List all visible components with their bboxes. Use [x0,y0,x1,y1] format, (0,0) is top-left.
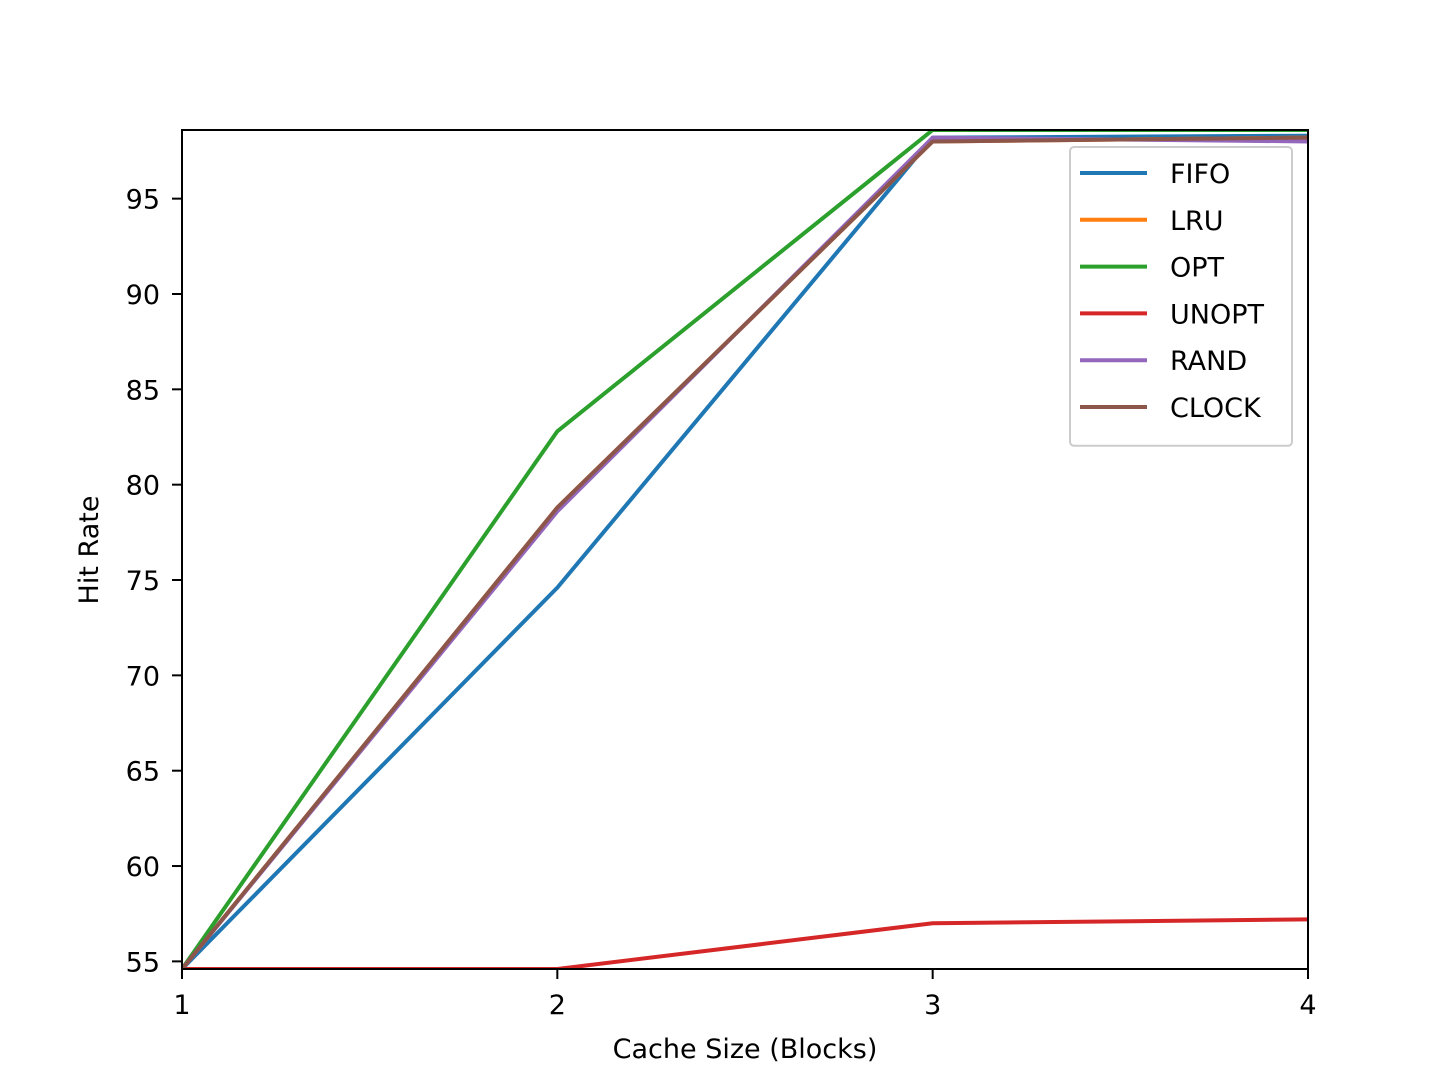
legend-label: OPT [1170,253,1225,284]
x-axis: 1 2 3 4 [173,969,1317,1021]
y-tick-label: 55 [126,947,160,978]
y-tick-label: 60 [126,852,160,883]
x-tick-label: 4 [1299,990,1316,1021]
series-line-fifo [182,133,1308,969]
plot-frame [181,129,1309,970]
legend-label: RAND [1170,346,1247,377]
y-tick-label: 90 [126,280,160,311]
y-tick-label: 75 [126,566,160,597]
y-tick-label: 70 [126,661,160,692]
x-tick-label: 3 [924,990,941,1021]
series-layer [182,130,1308,969]
x-tick-label: 2 [549,990,566,1021]
legend-label: LRU [1170,206,1224,237]
legend-label: UNOPT [1170,299,1264,330]
y-tick-label: 65 [126,757,160,788]
y-axis-label: Hit Rate [74,496,105,605]
legend-label: FIFO [1170,159,1230,190]
y-tick-label: 80 [126,471,160,502]
x-tick-label: 1 [173,990,190,1021]
series-line-unopt [182,917,1308,969]
y-tick-label: 95 [126,185,160,216]
y-axis: 55 60 65 70 75 80 85 90 95 [126,185,182,978]
y-tick-label: 85 [126,375,160,406]
series-line-opt [182,130,1308,969]
x-axis-label: Cache Size (Blocks) [613,1034,878,1065]
series-line-clock [182,135,1308,969]
legend: FIFO LRU OPT UNOPT RAND CLOCK [1069,146,1293,447]
legend-label: CLOCK [1170,393,1262,424]
